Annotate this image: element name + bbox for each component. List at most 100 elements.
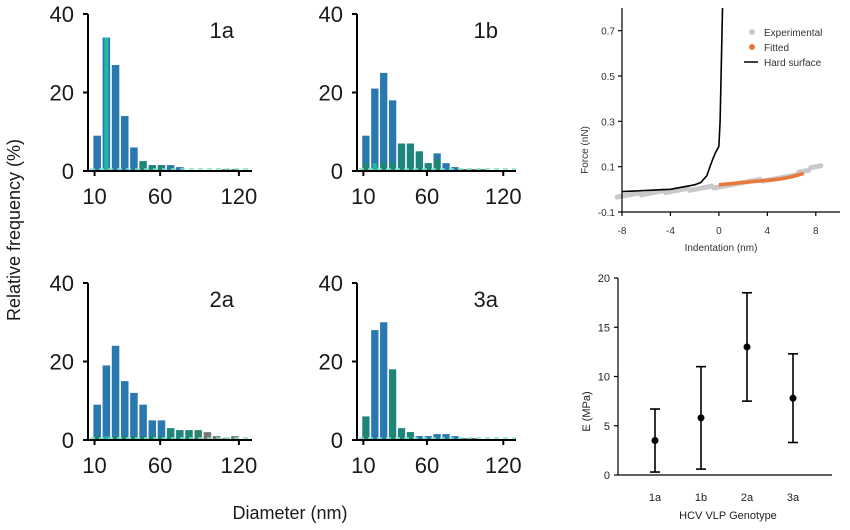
- y-tick-label: 0: [604, 470, 610, 482]
- shared-ylabel: Relative frequency (%): [4, 139, 24, 321]
- y-tick-label: -0.1: [598, 208, 616, 219]
- bar-secondary: [176, 430, 183, 440]
- bar: [157, 420, 166, 440]
- x-tick-label: 0: [716, 226, 722, 237]
- bar-secondary: [398, 428, 405, 440]
- x-tick-label: 60: [148, 184, 172, 209]
- x-tick-label: 10: [351, 184, 375, 209]
- histogram-3a: 0 20 40 10 60 120 3a: [319, 271, 522, 478]
- y-tick-label: 0.3: [601, 117, 615, 128]
- bar: [442, 434, 450, 440]
- bar: [388, 100, 397, 171]
- y-axis-label: E (MPa): [581, 391, 593, 431]
- x-tick-label: 60: [415, 184, 439, 209]
- y-tick-label: 20: [319, 350, 343, 375]
- bar: [120, 116, 129, 171]
- bar: [433, 434, 441, 440]
- y-tick-label: 0: [62, 159, 74, 184]
- x-tick-label: 120: [485, 453, 522, 478]
- x-tick-label: 10: [82, 184, 106, 209]
- bar: [415, 436, 423, 440]
- bar-secondary: [389, 163, 396, 171]
- bar: [371, 88, 379, 171]
- x-axis-label: Indentation (nm): [685, 243, 758, 254]
- bar: [93, 135, 101, 171]
- panel-label: 1a: [210, 18, 235, 43]
- bar-secondary: [104, 436, 109, 440]
- bar: [93, 404, 101, 440]
- bar: [451, 436, 459, 440]
- bar-secondary: [130, 436, 137, 440]
- data-point: [743, 343, 751, 351]
- y-tick-label: 40: [319, 271, 343, 296]
- bar: [451, 167, 459, 171]
- bar: [166, 165, 175, 171]
- panel-label: 3a: [474, 287, 499, 312]
- bar-secondary: [416, 151, 423, 171]
- y-tick-label: 0.1: [601, 163, 615, 174]
- data-point: [697, 414, 705, 422]
- y-tick-label: 20: [598, 273, 610, 285]
- histogram-1a: 0 20 40 10 60 120 1a: [50, 2, 258, 209]
- bar-secondary: [121, 436, 128, 440]
- histogram-2a: 0 20 40 10 60 120 2a: [50, 271, 258, 478]
- x-tick-label: 120: [221, 453, 258, 478]
- bar-secondary: [104, 37, 109, 171]
- bar: [111, 345, 120, 440]
- bar-secondary: [389, 369, 396, 440]
- bar-secondary: [186, 430, 193, 440]
- x-tick-label: -8: [618, 226, 627, 237]
- y-tick-label: 40: [50, 2, 74, 27]
- y-tick-label: 0: [331, 428, 343, 453]
- bar: [380, 322, 388, 440]
- y-tick-label: 0.5: [601, 72, 615, 83]
- y-tick-label: 15: [598, 322, 610, 334]
- bar: [371, 330, 379, 440]
- bar-secondary: [94, 436, 101, 440]
- x-tick-label: 1b: [695, 492, 707, 504]
- bar: [203, 432, 212, 440]
- bar-secondary: [112, 436, 119, 440]
- y-tick-label: 0.7: [601, 27, 615, 38]
- x-tick-label: 3a: [787, 492, 800, 504]
- bar-secondary: [362, 163, 369, 171]
- fitted-line: [718, 171, 805, 187]
- x-tick-label: 8: [813, 226, 819, 237]
- bar-secondary: [158, 165, 165, 171]
- data-point: [789, 394, 797, 402]
- bar-secondary: [407, 432, 414, 440]
- histogram-1b: 0 20 40 10 60 120 1b: [319, 2, 522, 209]
- bar: [130, 147, 138, 171]
- panel-label: 2a: [210, 287, 235, 312]
- y-tick-label: 40: [319, 2, 343, 27]
- modulus-chart: 0 5 10 15 20 1a 1b 2a 3a HCV VLP Genotype E (MPa): [581, 273, 832, 522]
- y-tick-label: 40: [50, 271, 74, 296]
- x-tick-label: 60: [148, 453, 172, 478]
- y-tick-label: 0: [62, 428, 74, 453]
- x-tick-label: 60: [415, 453, 439, 478]
- x-tick-label: 4: [765, 226, 771, 237]
- bar: [176, 167, 184, 171]
- x-tick-label: 1a: [649, 492, 662, 504]
- legend-label: Experimental: [764, 28, 822, 39]
- bar: [148, 420, 157, 440]
- bar: [130, 392, 138, 440]
- legend-label: Hard surface: [764, 58, 822, 69]
- y-axis-label: Force (nN): [580, 126, 591, 174]
- bar-secondary: [195, 430, 202, 440]
- shared-xlabel: Diameter (nm): [232, 503, 347, 523]
- legend-marker-experimental: [749, 29, 755, 35]
- experimental-point: [818, 163, 824, 169]
- bar-secondary: [434, 159, 441, 171]
- bar-secondary: [407, 143, 414, 171]
- x-tick-label: 2a: [741, 492, 754, 504]
- panel-label: 1b: [474, 18, 498, 43]
- x-axis-label: HCV VLP Genotype: [679, 510, 777, 522]
- bar: [380, 72, 388, 171]
- bar: [139, 404, 147, 440]
- bar-secondary: [380, 163, 387, 171]
- bar-secondary: [149, 165, 156, 171]
- bar-secondary: [167, 428, 174, 440]
- bar: [102, 365, 111, 440]
